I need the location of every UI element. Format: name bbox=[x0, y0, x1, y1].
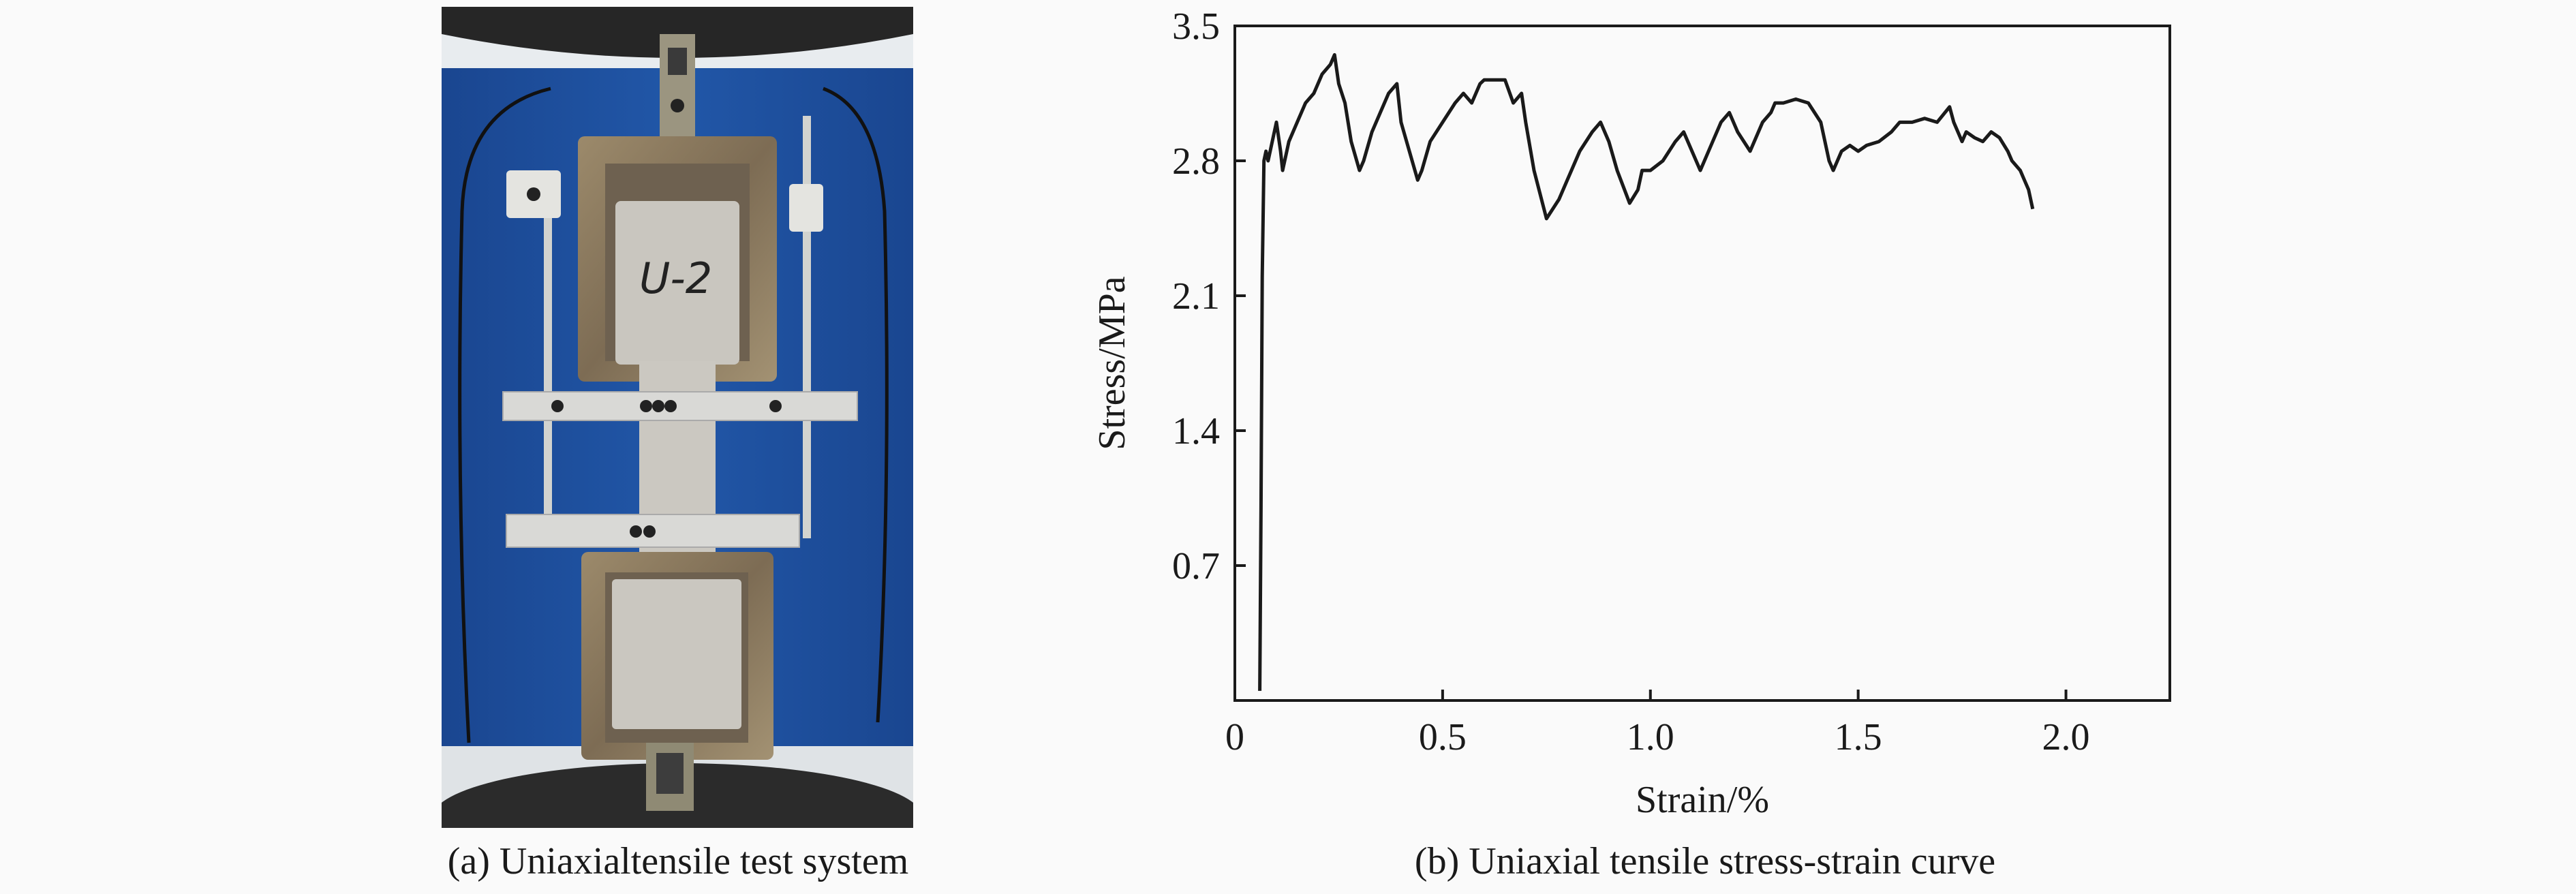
specimen-handwritten-label: U-2 bbox=[639, 253, 712, 303]
left-cable bbox=[458, 87, 551, 743]
caption-a: (a) Uniaxialtensile test system bbox=[447, 840, 909, 882]
lower-crossbar bbox=[506, 514, 800, 548]
y-tick-label: 0.7 bbox=[1172, 545, 1220, 587]
specimen-lower-end bbox=[612, 579, 741, 729]
x-axis-title: Strain/% bbox=[1636, 779, 1769, 821]
upper-crosshead bbox=[442, 7, 913, 58]
stress-strain-chart: 0 0.5 1.0 1.5 2.0 0.7 1.4 2.1 2.8 3.5 Strain/% S… bbox=[1091, 5, 2171, 821]
x-tick-label: 2.0 bbox=[2042, 716, 2090, 758]
y-tick-label: 3.5 bbox=[1172, 5, 1220, 48]
x-tick-label: 1.5 bbox=[1835, 716, 1882, 758]
y-axis-ticks: 0.7 1.4 2.1 2.8 3.5 bbox=[1172, 5, 1246, 587]
test-system-photo: U-2 bbox=[442, 7, 913, 828]
series-layer bbox=[1258, 52, 2035, 691]
x-axis-ticks: 0 0.5 1.0 1.5 2.0 bbox=[1225, 690, 2090, 758]
x-tick-label: 0 bbox=[1225, 716, 1244, 758]
caption-b: (b) Uniaxial tensile stress-strain curve bbox=[1414, 840, 1996, 882]
left-extensometer-rod bbox=[544, 198, 552, 538]
x-tick-label: 1.0 bbox=[1627, 716, 1674, 758]
right-cable bbox=[823, 87, 889, 723]
x-tick-label: 0.5 bbox=[1419, 716, 1467, 758]
right-extensometer-rod bbox=[803, 116, 811, 538]
y-tick-label: 2.8 bbox=[1172, 140, 1220, 183]
stress-strain-line bbox=[1258, 52, 2035, 691]
specimen-upper-end bbox=[615, 201, 739, 365]
y-axis-title: Stress/MPa bbox=[1091, 276, 1133, 450]
plot-frame bbox=[1233, 25, 2171, 702]
y-tick-label: 1.4 bbox=[1172, 410, 1220, 452]
y-tick-label: 2.1 bbox=[1172, 275, 1220, 318]
test-system-illustration: U-2 bbox=[442, 7, 913, 828]
